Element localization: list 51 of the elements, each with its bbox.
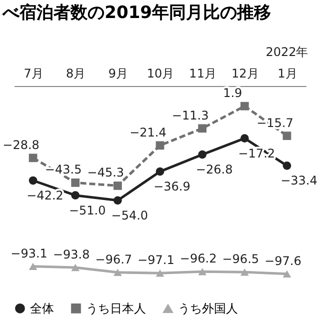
point xyxy=(28,262,38,270)
point xyxy=(198,124,207,133)
data-label: −42.2 xyxy=(26,188,64,203)
point xyxy=(156,167,164,176)
text: 2022年 xyxy=(266,45,308,59)
legend-label: うち外国人 xyxy=(178,302,238,316)
x-tick-label: 7月 xyxy=(24,66,44,80)
data-label: −33.4 xyxy=(280,174,318,188)
data-label: −93.8 xyxy=(52,248,90,262)
point xyxy=(156,141,164,150)
point xyxy=(28,176,38,185)
point xyxy=(114,182,122,190)
data-label: −36.9 xyxy=(154,180,190,194)
x-tick-label: 10月 xyxy=(146,66,174,80)
data-label: −45.3 xyxy=(87,166,124,180)
data-label: −96.2 xyxy=(180,252,217,266)
point xyxy=(71,264,80,272)
data-label: −51.0 xyxy=(68,203,106,218)
point xyxy=(71,178,80,187)
point xyxy=(240,102,249,110)
data-label: −11.3 xyxy=(172,108,209,122)
data-label: −96.5 xyxy=(222,252,260,266)
data-label: −54.0 xyxy=(111,208,148,222)
point xyxy=(282,132,292,140)
chart-title: べ宿泊者数の2019年同月比の推移 xyxy=(2,3,271,23)
point xyxy=(114,196,122,205)
data-label: −97.6 xyxy=(264,254,302,268)
point xyxy=(198,268,206,276)
data-label: −21.4 xyxy=(130,125,166,140)
x-tick-label: 1月 xyxy=(278,66,298,80)
x-tick-label: 12月 xyxy=(231,66,259,80)
x-tick-label: 8月 xyxy=(66,66,86,80)
point xyxy=(198,150,206,159)
data-label: −96.7 xyxy=(95,252,132,266)
data-label: 1.9 xyxy=(223,86,242,100)
point xyxy=(156,269,164,277)
point xyxy=(282,270,292,278)
x-tick-label: 11月 xyxy=(189,66,216,80)
point xyxy=(71,191,80,200)
point xyxy=(240,268,249,276)
point xyxy=(28,154,38,162)
point xyxy=(282,161,292,170)
point xyxy=(114,268,122,276)
data-label: −28.8 xyxy=(2,138,40,152)
data-label: −93.1 xyxy=(10,246,48,260)
data-label: −26.8 xyxy=(196,162,233,177)
data-label: −97.1 xyxy=(138,253,174,268)
legend-label: 全体 xyxy=(30,301,54,316)
point xyxy=(240,134,249,143)
x-tick-label: 9月 xyxy=(108,66,128,80)
legend-label: うち日本人 xyxy=(86,301,146,316)
